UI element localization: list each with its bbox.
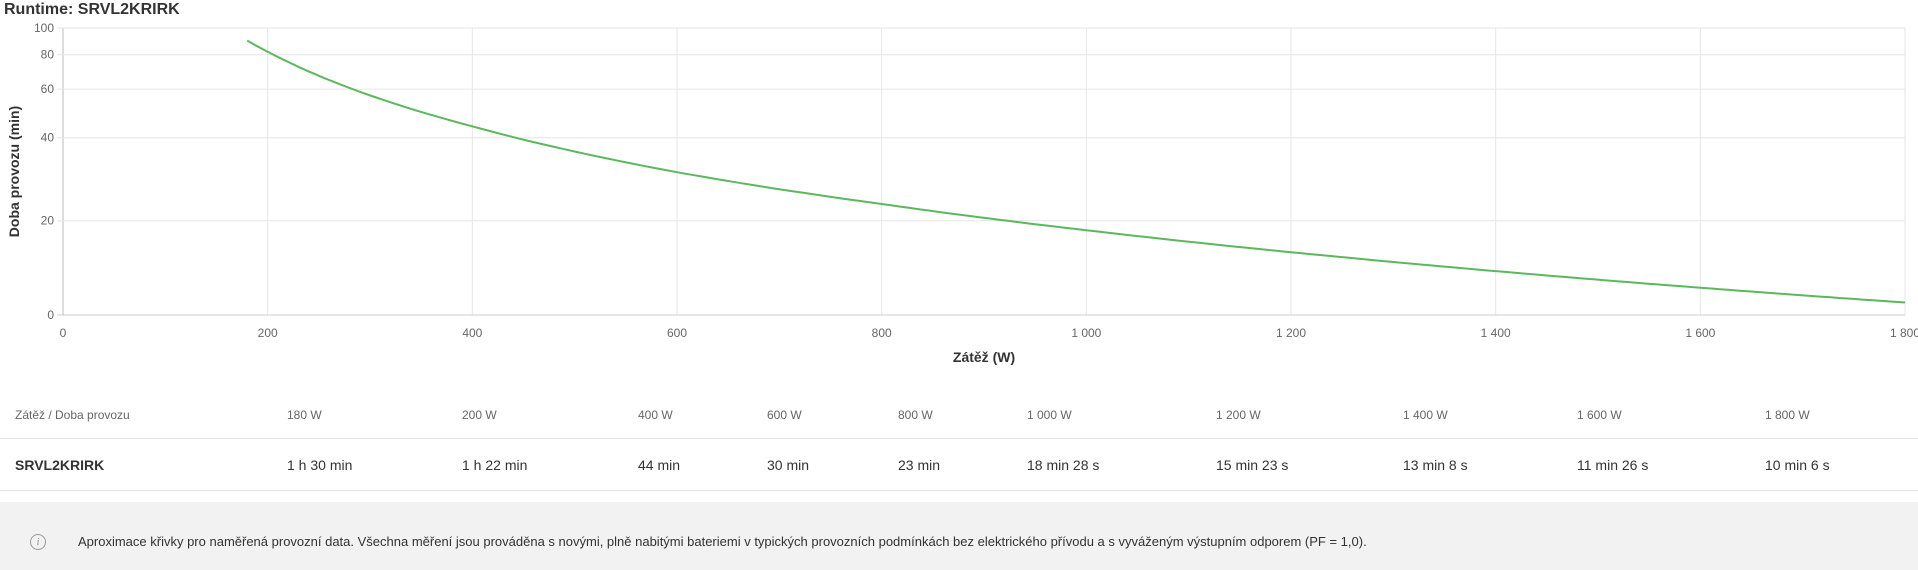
- column-header: 200 W: [462, 408, 497, 422]
- x-tick-label: 200: [258, 326, 278, 340]
- runtime-cell: 15 min 23 s: [1216, 457, 1289, 473]
- runtime-cell: 44 min: [638, 457, 681, 473]
- series-line-srvl2krirk: [246, 39, 1906, 304]
- table-header-row: Zátěž / Doba provozu 180 W 200 W 400 W 600 …: [0, 392, 1918, 439]
- header-label: Zátěž / Doba provozu: [15, 408, 130, 422]
- column-header: 1 200 W: [1216, 408, 1261, 422]
- y-tick-label: 80: [41, 48, 55, 62]
- runtime-cell: 10 min 6 s: [1765, 457, 1830, 473]
- row-name: SRVL2KRIRK: [15, 457, 105, 473]
- y-tick-label: 40: [41, 131, 55, 145]
- chart-title: Runtime: SRVL2KRIRK: [4, 1, 180, 18]
- x-tick-label: 1 800: [1890, 326, 1918, 340]
- x-tick-label: 1 600: [1685, 326, 1715, 340]
- y-tick-label: 20: [41, 214, 55, 228]
- table-row: SRVL2KRIRK 1 h 30 min 1 h 22 min 44 min 30 …: [0, 439, 1918, 491]
- y-axis-title: Doba provozu (min): [6, 106, 22, 237]
- runtime-cell: 23 min: [898, 457, 941, 473]
- info-icon: i: [30, 534, 46, 550]
- column-header: 1 000 W: [1027, 408, 1072, 422]
- runtime-cell: 13 min 8 s: [1403, 457, 1468, 473]
- column-header: 1 600 W: [1577, 408, 1622, 422]
- x-tick-label: 1 000: [1071, 326, 1101, 340]
- x-tick-label: 800: [872, 326, 892, 340]
- runtime-cell: 1 h 22 min: [462, 457, 528, 473]
- runtime-chart: 0 200 400 600 800 1 000 1 200 1 400 1 600 1 800 0 2…: [6, 21, 1918, 365]
- column-header: 600 W: [767, 408, 802, 422]
- column-header: 1 800 W: [1765, 408, 1810, 422]
- column-header: 400 W: [638, 408, 673, 422]
- x-tick-label: 400: [462, 326, 482, 340]
- note-text: Aproximace křivky pro naměřená provozní …: [78, 534, 1367, 549]
- x-tick-label: 0: [60, 326, 67, 340]
- x-tick-label: 600: [667, 326, 687, 340]
- column-header: 180 W: [287, 408, 322, 422]
- runtime-cell: 18 min 28 s: [1027, 457, 1100, 473]
- runtime-cell: 1 h 30 min: [287, 457, 353, 473]
- runtime-cell: 11 min 26 s: [1577, 457, 1649, 473]
- y-tick-label: 60: [41, 82, 55, 96]
- runtime-cell: 30 min: [767, 457, 810, 473]
- y-tick-label: 0: [47, 308, 54, 322]
- runtime-table: Zátěž / Doba provozu 180 W 200 W 400 W 600 …: [0, 392, 1918, 491]
- column-header: 800 W: [898, 408, 933, 422]
- x-tick-label: 1 200: [1276, 326, 1306, 340]
- note-panel: i Aproximace křivky pro naměřená provozn…: [0, 502, 1918, 570]
- y-tick-label: 100: [34, 21, 54, 35]
- column-header: 1 400 W: [1403, 408, 1448, 422]
- x-axis-title: Zátěž (W): [953, 349, 1015, 365]
- x-tick-label: 1 400: [1481, 326, 1511, 340]
